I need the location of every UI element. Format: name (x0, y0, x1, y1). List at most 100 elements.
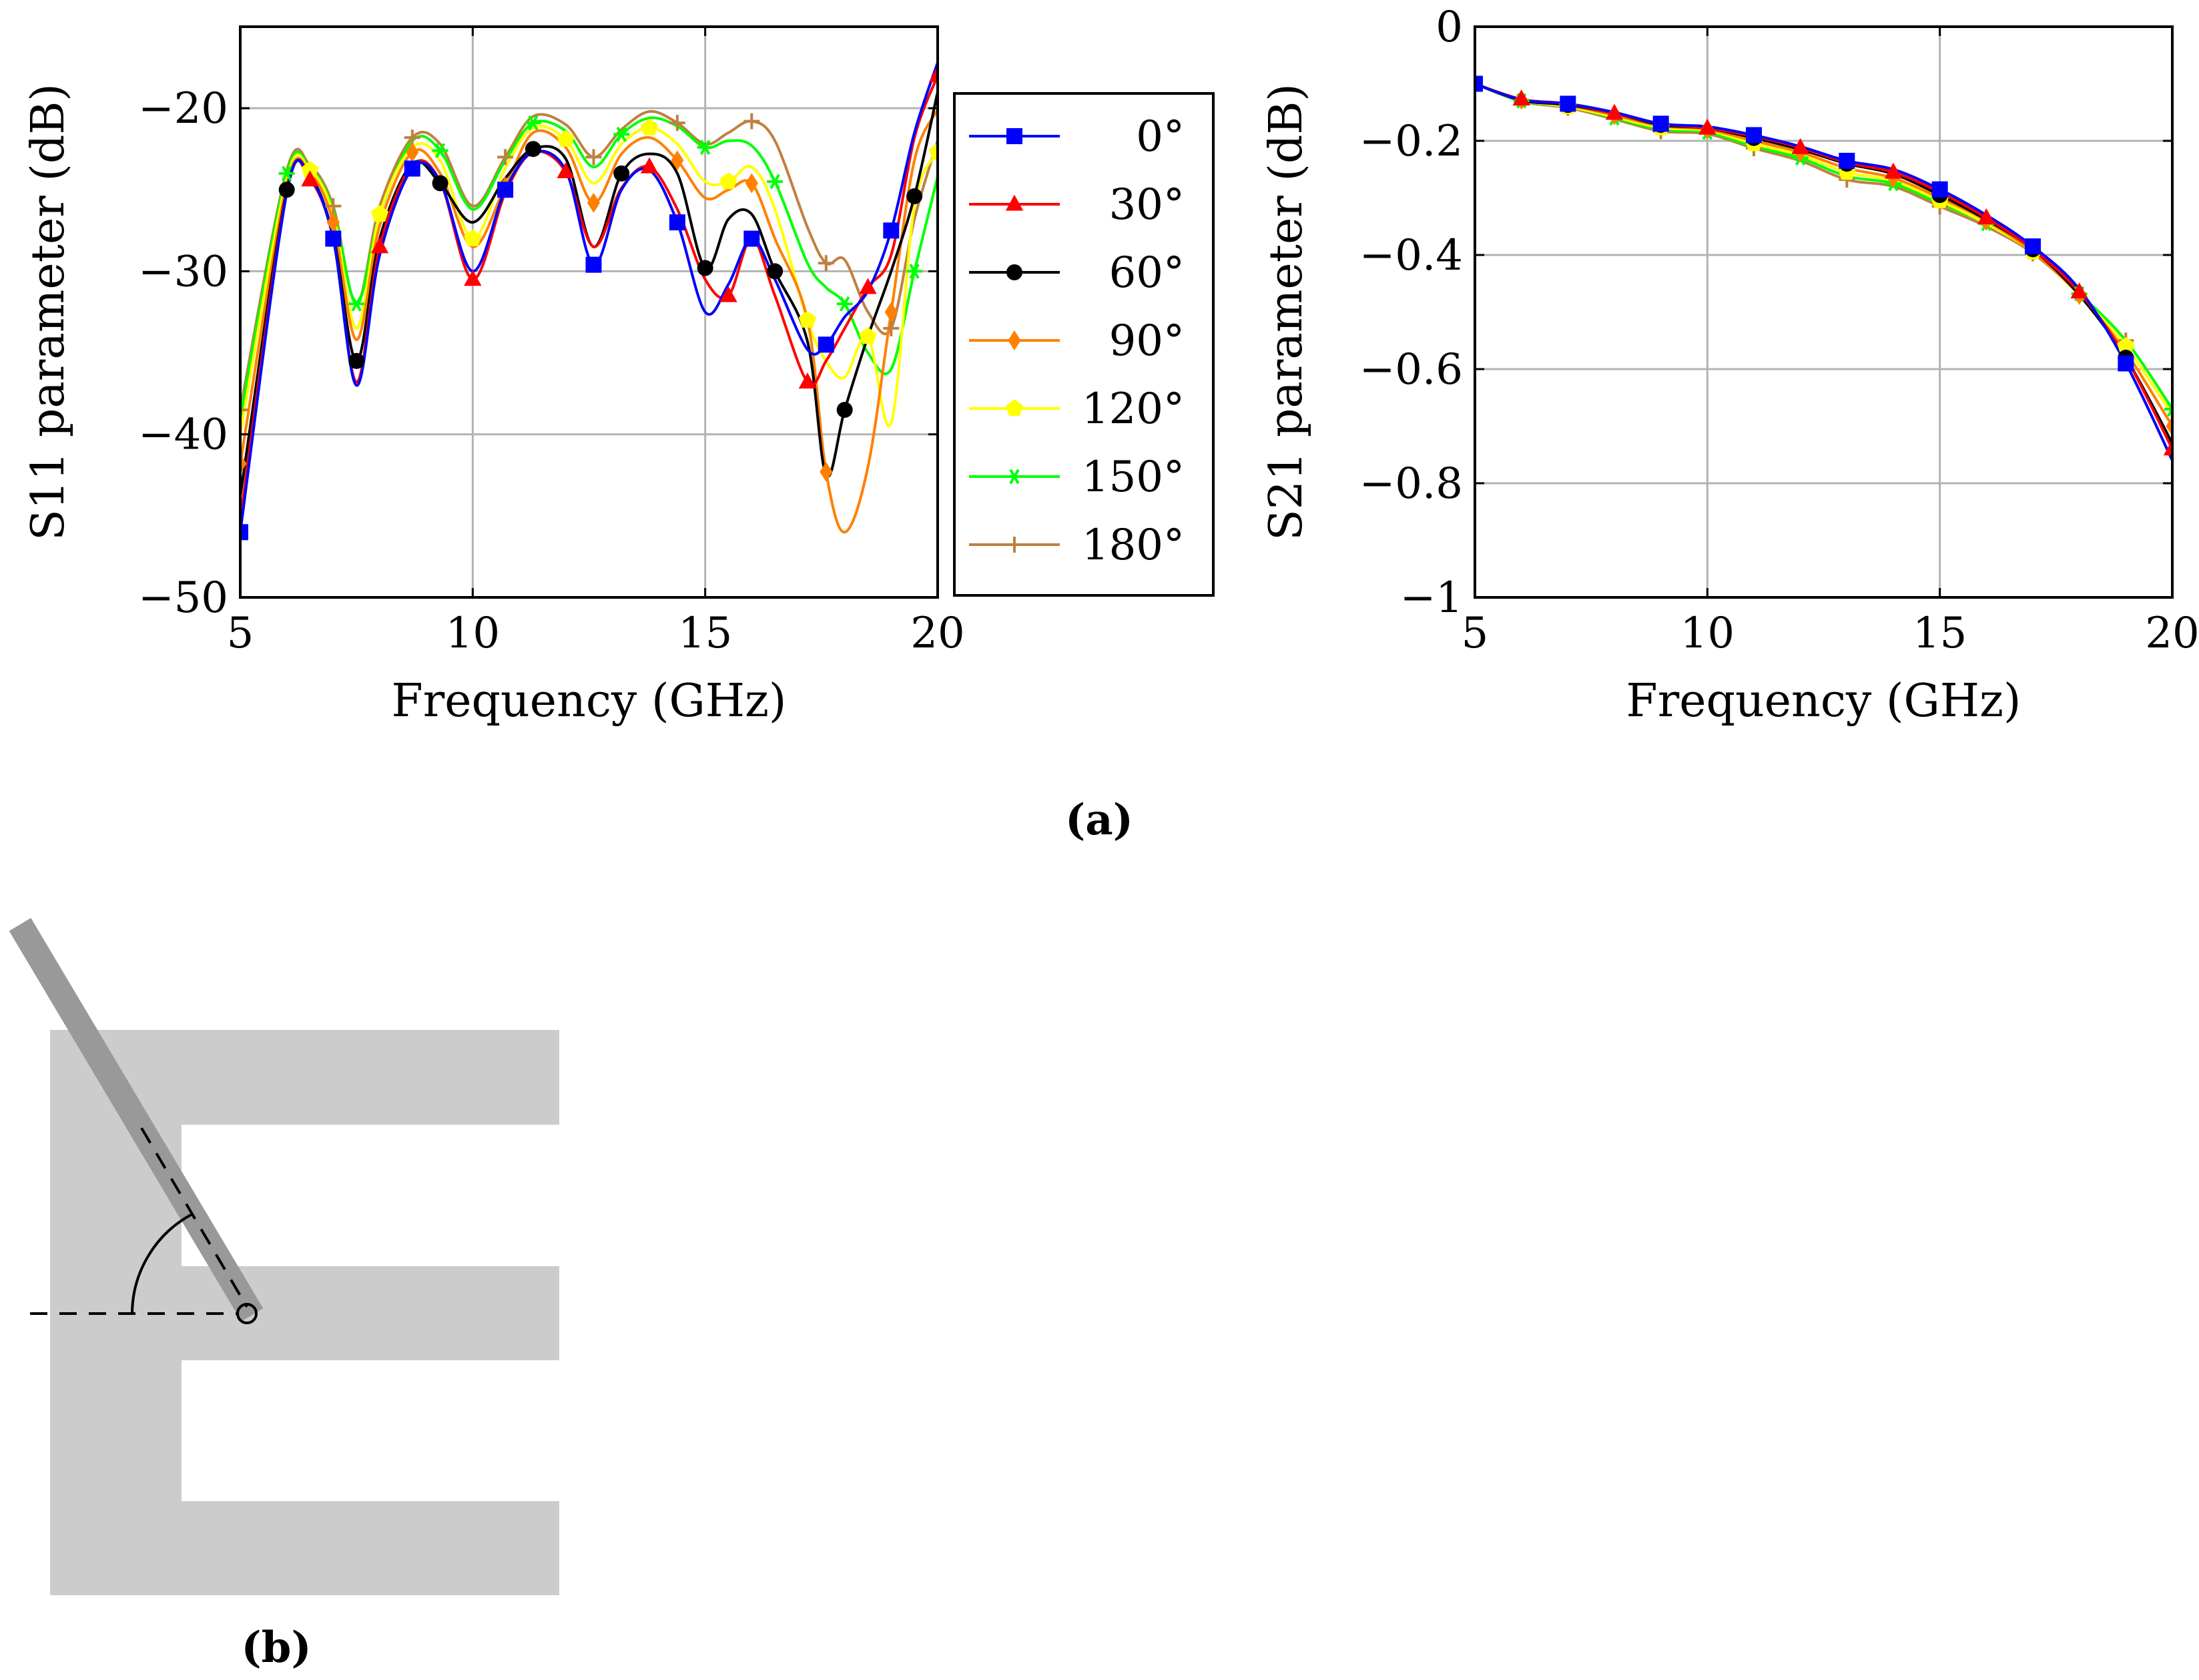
y-tick-label: −30 (138, 247, 228, 296)
series-line-120° (1475, 82, 2172, 416)
data-point (859, 327, 877, 344)
data-point (557, 162, 575, 179)
data-point (859, 278, 877, 294)
legend-label: 60° (1109, 248, 1185, 298)
legend-item-0°: 0° (969, 112, 1185, 162)
series-line-60° (240, 91, 938, 497)
data-point (1746, 127, 1762, 144)
data-point (1560, 95, 1576, 112)
legend-label: 30° (1109, 180, 1185, 230)
data-point (906, 188, 923, 205)
data-point (370, 237, 389, 254)
data-point (325, 198, 342, 214)
data-point (370, 205, 389, 222)
plot-area (240, 62, 938, 541)
data-point (883, 320, 900, 336)
data-point (836, 402, 853, 418)
x-tick-label: 20 (910, 609, 964, 658)
data-point (798, 310, 817, 328)
caption-b: (b) (241, 1623, 311, 1673)
legend-marker (1005, 399, 1024, 416)
data-point (404, 160, 420, 177)
legend: 0° 30° 60° 90° 120° 150° 180° (953, 92, 1215, 597)
x-axis-label: Frequency (GHz) (392, 675, 787, 728)
data-point (613, 126, 630, 142)
data-point (2117, 337, 2135, 354)
x-tick-label: 5 (227, 609, 254, 658)
data-point (497, 149, 514, 166)
series-line-30° (1475, 82, 2172, 450)
data-point (301, 170, 319, 187)
data-point (743, 230, 760, 247)
data-point (884, 302, 898, 322)
y-axis-label: S11 parameter (dB) (22, 83, 75, 541)
x-tick-label: 15 (1913, 609, 1967, 658)
data-point (348, 352, 365, 369)
angle-arc (131, 1213, 193, 1314)
plot-area (1475, 74, 2172, 461)
data-point (640, 118, 659, 135)
data-point (697, 139, 713, 156)
legend-label: 120° (1082, 384, 1185, 434)
legend-label: 90° (1109, 316, 1185, 366)
data-point (301, 161, 319, 178)
y-axis-label: S21 parameter (dB) (1260, 83, 1313, 541)
x-tick-label: 5 (1462, 609, 1489, 658)
y-tick-label: −0.6 (1359, 345, 1463, 394)
data-point (326, 212, 340, 233)
feed-axis-dashed-line (140, 1127, 248, 1308)
x-tick-label: 15 (678, 609, 732, 658)
data-point (669, 115, 685, 131)
legend-marker (1006, 128, 1022, 144)
legend-marker (1006, 469, 1022, 485)
data-point (640, 157, 659, 174)
data-point (2118, 355, 2134, 372)
data-point (928, 143, 938, 160)
data-point (719, 172, 737, 190)
data-point (432, 143, 448, 159)
caption-a: (a) (1065, 795, 1133, 845)
data-point (669, 214, 685, 231)
data-point (1791, 137, 1809, 154)
y-tick-label: −0.2 (1359, 117, 1463, 166)
data-point (557, 129, 575, 147)
data-point (525, 141, 541, 158)
legend-marker (1006, 264, 1022, 280)
data-point (278, 182, 295, 198)
data-point (278, 166, 295, 182)
feed-bar (9, 918, 264, 1322)
data-point (818, 336, 834, 353)
e-shape-diagram (9, 918, 559, 1595)
x-tick-label: 10 (1680, 609, 1735, 658)
data-point (883, 222, 900, 239)
pivot-circle (236, 1303, 258, 1324)
data-point (1605, 103, 1624, 120)
data-point (820, 461, 833, 482)
y-tick-label: −20 (138, 84, 228, 133)
data-point (1977, 208, 1995, 225)
data-point (767, 174, 783, 190)
data-point (240, 453, 247, 474)
data-point (906, 264, 923, 279)
data-point (348, 296, 365, 312)
y-tick-label: −1 (1400, 573, 1463, 623)
data-point (818, 255, 834, 272)
data-point (1512, 89, 1530, 106)
data-point (2025, 238, 2041, 255)
series-line-180° (1475, 82, 2172, 410)
y-tick-label: −50 (138, 573, 228, 623)
data-point (743, 113, 760, 129)
data-point (613, 165, 630, 182)
axes-frame (1474, 25, 2174, 599)
data-point (406, 142, 419, 163)
data-point (798, 372, 817, 389)
data-point (587, 192, 601, 213)
legend-item-60°: 60° (969, 248, 1185, 298)
data-point (325, 230, 342, 247)
legend-item-30°: 30° (969, 180, 1185, 230)
data-point (836, 296, 853, 312)
x-tick-label: 20 (2145, 609, 2199, 658)
data-point (464, 270, 482, 286)
legend-item-120°: 120° (969, 384, 1185, 434)
